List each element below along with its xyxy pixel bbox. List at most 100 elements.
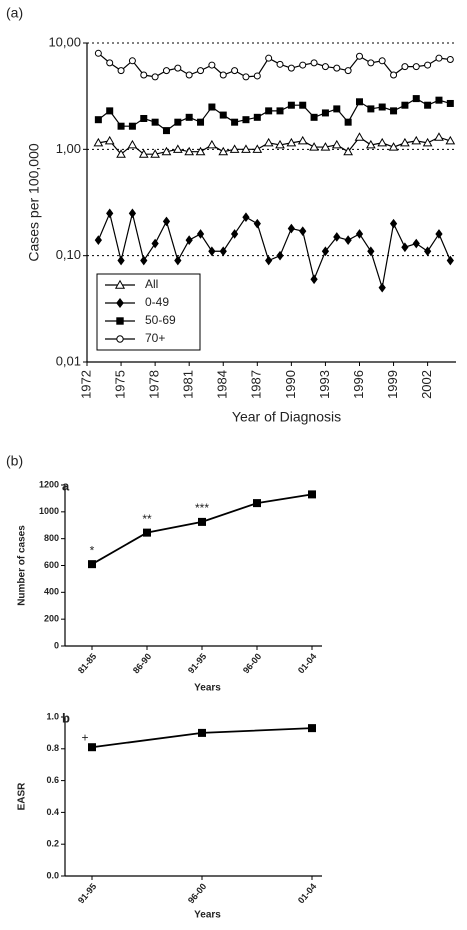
marker xyxy=(185,113,193,121)
y-tick-label: 0.2 xyxy=(46,839,59,849)
y-tick-label: 0.0 xyxy=(46,870,59,880)
marker xyxy=(128,208,137,219)
legend-label: 70+ xyxy=(145,331,165,345)
series-line xyxy=(98,136,451,156)
marker xyxy=(128,122,136,130)
marker xyxy=(343,146,354,156)
marker xyxy=(94,116,102,124)
y-tick-label: 0,01 xyxy=(56,353,81,368)
marker xyxy=(333,64,341,72)
marker xyxy=(424,61,432,69)
marker xyxy=(321,109,329,117)
marker xyxy=(321,63,329,71)
marker xyxy=(151,73,159,81)
marker xyxy=(151,238,159,249)
marker xyxy=(390,71,398,79)
marker xyxy=(412,95,420,103)
marker xyxy=(333,105,341,113)
marker xyxy=(208,61,216,69)
x-tick-label: 2002 xyxy=(419,370,434,399)
panel-letter: b xyxy=(62,710,70,725)
marker xyxy=(275,139,285,149)
marker xyxy=(265,255,273,266)
marker xyxy=(390,107,398,115)
marker xyxy=(140,114,148,122)
marker xyxy=(367,105,375,113)
marker xyxy=(117,122,125,130)
marker xyxy=(195,146,206,156)
marker xyxy=(116,335,124,343)
x-tick-label: 1996 xyxy=(351,370,366,399)
marker xyxy=(162,67,170,75)
marker xyxy=(117,67,125,75)
marker xyxy=(94,49,102,57)
marker xyxy=(140,255,148,266)
marker xyxy=(197,67,205,75)
marker xyxy=(378,57,386,65)
marker xyxy=(172,144,183,153)
marker xyxy=(138,149,149,158)
series-line xyxy=(97,52,451,78)
marker xyxy=(150,149,160,158)
marker xyxy=(230,229,239,239)
series-line xyxy=(97,211,451,288)
y-tick-label: 1.0 xyxy=(46,711,59,721)
marker xyxy=(140,71,148,79)
marker xyxy=(378,282,386,293)
y-axis-title: Number of cases xyxy=(17,525,28,606)
marker xyxy=(276,107,284,115)
y-tick-label: 800 xyxy=(44,533,59,543)
marker xyxy=(198,728,206,737)
x-tick-label: 1978 xyxy=(147,370,162,399)
marker xyxy=(104,135,115,145)
marker xyxy=(162,127,170,135)
marker xyxy=(127,139,138,149)
x-tick-label: 1981 xyxy=(181,370,196,399)
marker xyxy=(207,139,217,149)
series-line xyxy=(97,97,451,132)
marker xyxy=(446,99,454,107)
x-axis-title: Year of Diagnosis xyxy=(232,409,341,425)
marker xyxy=(299,61,307,69)
x-tick-label: 1984 xyxy=(215,370,230,399)
marker xyxy=(185,71,193,79)
legend-label: 50-69 xyxy=(145,313,176,327)
marker xyxy=(434,132,444,141)
marker xyxy=(253,499,261,508)
legend-box xyxy=(96,273,201,351)
marker xyxy=(367,59,375,67)
marker xyxy=(286,137,297,147)
x-tick-label: 1999 xyxy=(385,370,400,399)
marker xyxy=(106,208,114,219)
panel-letter: a xyxy=(62,478,70,493)
marker xyxy=(128,57,136,65)
y-tick-label: 1000 xyxy=(39,506,59,516)
x-tick-label: 1990 xyxy=(283,370,298,399)
x-tick-label: 91-95 xyxy=(76,881,98,905)
marker xyxy=(276,60,284,68)
marker xyxy=(196,229,205,239)
marker xyxy=(435,96,443,104)
y-tick-label: 1,00 xyxy=(56,141,81,156)
marker xyxy=(412,63,420,71)
marker xyxy=(229,144,240,153)
marker xyxy=(88,560,96,569)
marker xyxy=(253,72,261,80)
marker xyxy=(411,135,422,145)
marker xyxy=(401,242,409,253)
x-tick-label: 1993 xyxy=(317,370,332,399)
marker xyxy=(401,63,409,71)
x-tick-label: 1987 xyxy=(249,370,264,399)
panel-label: (b) xyxy=(6,453,23,469)
marker xyxy=(93,137,104,147)
marker xyxy=(435,54,443,62)
marker xyxy=(219,111,227,119)
marker xyxy=(276,250,284,261)
y-tick-label: 0.8 xyxy=(46,743,59,753)
x-tick-label: 01-04 xyxy=(296,881,318,905)
marker xyxy=(331,139,342,149)
marker xyxy=(161,146,172,156)
marker xyxy=(355,98,363,106)
annotation: + xyxy=(81,730,88,744)
marker xyxy=(106,59,114,67)
